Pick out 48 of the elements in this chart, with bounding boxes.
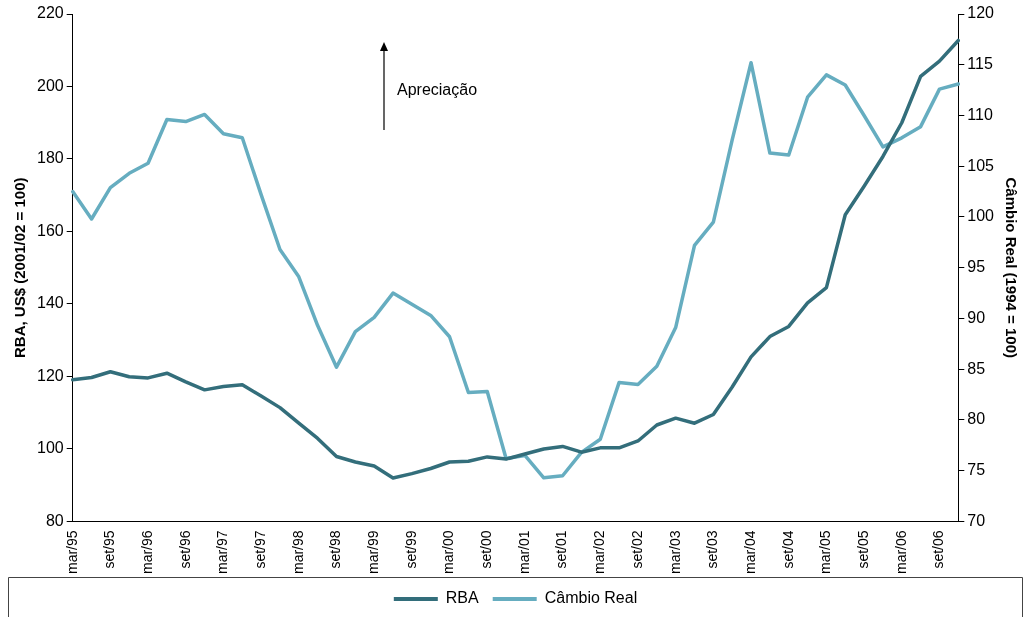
- x-tick-label: set/98: [327, 530, 344, 569]
- x-tick-label: mar/05: [817, 530, 834, 575]
- x-tick-label: set/97: [251, 530, 268, 569]
- x-tick-label: set/05: [854, 530, 871, 569]
- y-tick-label: 120: [36, 366, 64, 384]
- y2-tick-label: 95: [967, 258, 986, 276]
- x-tick-label: mar/99: [365, 530, 382, 575]
- y-tick-label: 160: [36, 221, 64, 239]
- y-tick-label: 140: [36, 294, 64, 312]
- x-tick-label: set/04: [779, 530, 796, 569]
- y2-tick-label: 70: [967, 511, 986, 529]
- y2-tick-label: 85: [967, 359, 986, 377]
- x-tick-label: set/95: [101, 530, 118, 569]
- x-tick-label: set/96: [176, 530, 193, 569]
- y-tick-label: 100: [36, 439, 64, 457]
- y-axis-title: RBA, US$ (2001/02 = 100): [11, 177, 29, 358]
- y2-axis-title: Câmbio Real (1994 = 100): [1002, 177, 1020, 358]
- x-tick-label: mar/06: [892, 530, 909, 575]
- y2-tick-label: 100: [967, 207, 995, 225]
- y2-tick-label: 90: [967, 308, 986, 326]
- y2-tick-label: 105: [967, 156, 995, 174]
- x-tick-label: mar/00: [440, 530, 457, 575]
- x-tick-label: mar/04: [741, 530, 758, 575]
- x-tick-label: mar/98: [289, 530, 306, 575]
- y2-tick-label: 120: [967, 4, 995, 22]
- y2-tick-label: 115: [967, 55, 993, 73]
- annotation: Apreciação: [397, 81, 478, 99]
- x-tick-label: set/06: [930, 530, 947, 569]
- x-tick-label: mar/03: [666, 530, 683, 575]
- y2-tick-label: 110: [967, 105, 993, 123]
- x-tick-label: mar/01: [515, 530, 532, 575]
- legend-label: Câmbio Real: [544, 589, 638, 607]
- y-tick-label: 220: [36, 4, 64, 22]
- x-tick-label: set/02: [628, 530, 645, 569]
- x-tick-label: set/00: [478, 530, 495, 569]
- y2-tick-label: 80: [967, 410, 986, 428]
- x-tick-label: mar/02: [591, 530, 608, 575]
- x-tick-label: set/01: [553, 530, 570, 569]
- x-tick-label: mar/95: [63, 530, 80, 575]
- x-tick-label: set/99: [402, 530, 419, 569]
- y-tick-label: 80: [45, 511, 64, 529]
- x-tick-label: set/03: [704, 530, 721, 569]
- y-tick-label: 200: [36, 76, 64, 94]
- y-tick-label: 180: [36, 149, 64, 167]
- legend-label: RBA: [445, 589, 480, 607]
- x-tick-label: mar/97: [214, 530, 231, 575]
- y2-tick-label: 75: [967, 461, 986, 479]
- x-tick-label: mar/96: [138, 530, 155, 575]
